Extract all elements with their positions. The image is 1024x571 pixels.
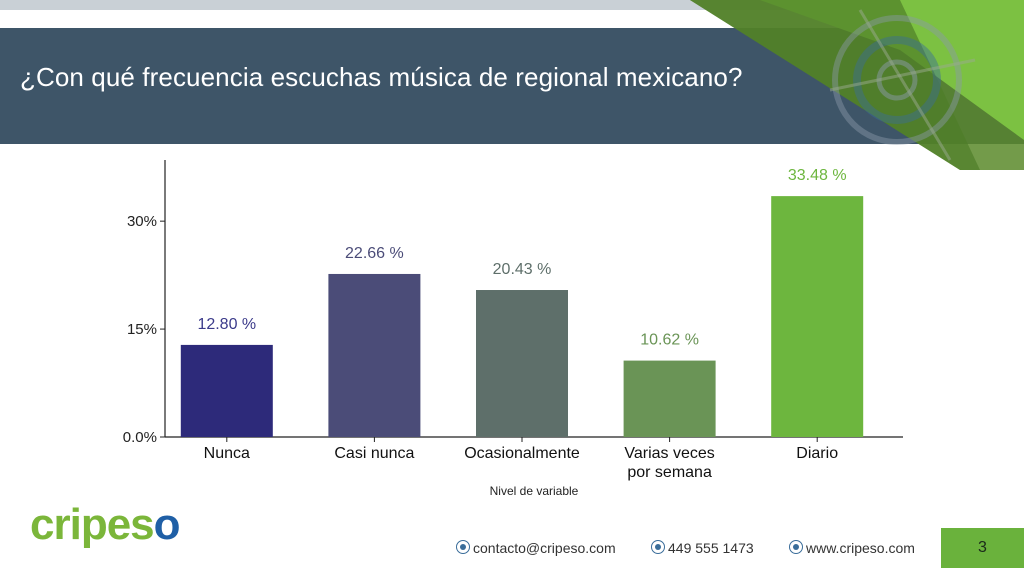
web-icon	[789, 540, 803, 554]
x-tick-label: Diario	[796, 445, 838, 462]
x-tick-label: Casi nunca	[334, 445, 414, 462]
logo-text: cripes	[30, 500, 155, 549]
y-tick-label: 30%	[127, 213, 157, 230]
footer-email[interactable]: contacto@cripeso.com	[456, 540, 616, 556]
data-label: 22.66 %	[345, 245, 404, 262]
logo-o: o	[153, 500, 181, 549]
slide-title: ¿Con qué frecuencia escuchas música de r…	[20, 62, 743, 92]
x-tick-label: Nunca	[204, 445, 250, 462]
bar-3	[476, 290, 568, 437]
bar-4	[623, 360, 716, 437]
footer-web-text: www.cripeso.com	[806, 540, 915, 556]
footer-email-text: contacto@cripeso.com	[473, 540, 616, 556]
footer-phone-text: 449 555 1473	[668, 540, 754, 556]
bar-2	[328, 273, 421, 437]
x-tick-label-line: Casi nunca	[334, 445, 414, 462]
footer-web[interactable]: www.cripeso.com	[789, 540, 915, 556]
y-tick-label: 0.0%	[123, 429, 157, 446]
data-label: 12.80 %	[197, 316, 256, 333]
x-axis-label: Nivel de variable	[490, 484, 579, 498]
x-tick-label: Varias veces por semana	[624, 445, 714, 481]
page-number: 3	[941, 528, 1024, 568]
top-strip	[0, 0, 1024, 10]
x-tick-label-line: Nunca	[204, 445, 250, 462]
x-tick-label-line: Diario	[796, 445, 838, 462]
y-tick-label: 15%	[127, 321, 157, 338]
x-tick-label-line: Varias veces	[624, 445, 714, 462]
email-icon	[456, 540, 470, 554]
x-tick-label-line: por semana	[627, 464, 712, 481]
bar-5	[771, 196, 864, 437]
cripeso-logo: cripeso	[30, 500, 181, 550]
x-tick-label: Ocasionalmente	[464, 445, 580, 462]
data-label: 20.43 %	[493, 261, 552, 278]
x-tick-label-line: Ocasionalmente	[464, 445, 580, 462]
data-label: 33.48 %	[788, 167, 847, 184]
phone-icon	[651, 540, 665, 554]
bar-1	[180, 344, 273, 437]
data-label: 10.62 %	[640, 332, 699, 349]
footer-phone[interactable]: 449 555 1473	[651, 540, 754, 556]
